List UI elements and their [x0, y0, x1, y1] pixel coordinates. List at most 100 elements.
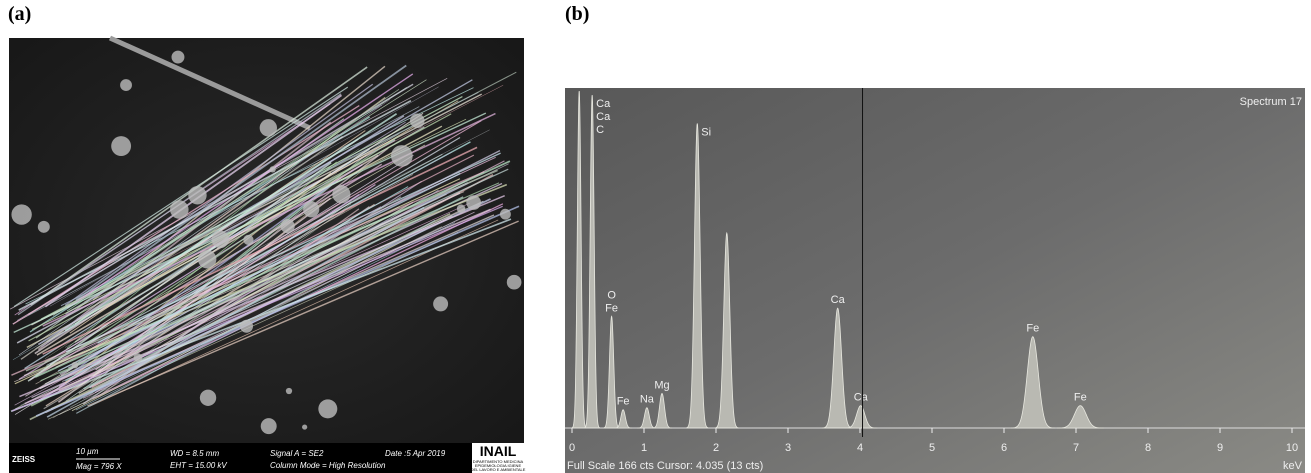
strand	[13, 86, 349, 308]
strand	[57, 172, 461, 372]
peak-label: Ca	[854, 392, 869, 404]
particle	[11, 204, 32, 225]
strand	[75, 64, 407, 301]
strand	[27, 162, 332, 382]
strand	[76, 99, 391, 320]
particle	[332, 185, 351, 204]
strand	[87, 220, 519, 407]
logo: INAIL	[480, 443, 517, 459]
peak-label: Fe	[605, 302, 618, 314]
strand	[60, 200, 484, 393]
peak-label: O	[607, 289, 616, 301]
strand	[47, 231, 459, 420]
particle	[409, 113, 425, 129]
particle	[318, 399, 338, 419]
particle	[466, 195, 481, 210]
particle	[285, 387, 293, 395]
strand	[24, 208, 491, 405]
particle	[120, 79, 132, 91]
particle	[303, 201, 320, 218]
peak-label: Fe	[617, 396, 630, 408]
particle	[506, 274, 522, 290]
x-tick-label: 5	[929, 442, 935, 454]
strand	[27, 83, 414, 316]
particle	[280, 219, 295, 234]
strand	[46, 153, 443, 367]
particle	[37, 220, 50, 233]
particle	[260, 418, 277, 435]
peak	[714, 231, 739, 429]
strand	[18, 133, 339, 356]
peak-label: Ca	[596, 111, 611, 123]
peak-label: Fe	[1074, 392, 1087, 404]
particle	[111, 136, 132, 156]
brand: ZEISS	[12, 455, 36, 464]
strand	[77, 88, 400, 307]
strand	[31, 182, 503, 399]
strand	[84, 85, 504, 302]
strand	[70, 218, 460, 407]
strand	[83, 196, 464, 390]
strand	[50, 214, 495, 410]
peak	[614, 409, 632, 429]
x-tick-label: 4	[857, 442, 863, 454]
date: Date :5 Apr 2019	[385, 449, 446, 458]
particle	[259, 119, 278, 137]
spectrum-background	[565, 88, 1305, 473]
strand	[61, 163, 509, 382]
peak-label: Fe	[1026, 323, 1039, 335]
strand	[30, 66, 368, 306]
x-tick-label: 1	[641, 442, 647, 454]
x-tick-label: 2	[713, 442, 719, 454]
x-tick-label: 7	[1073, 442, 1079, 454]
particle	[211, 230, 230, 249]
info-bar	[9, 443, 524, 473]
peak	[603, 315, 621, 429]
peak-label: Si	[701, 126, 711, 138]
strand	[18, 164, 363, 380]
fiber-bundle	[9, 50, 522, 435]
working-distance: WD = 8.5 mm	[170, 449, 219, 458]
particle	[243, 234, 254, 246]
strand	[26, 202, 470, 403]
strand	[64, 129, 490, 348]
x-tick-label: 3	[785, 442, 791, 454]
strand	[66, 161, 337, 372]
particle	[170, 200, 189, 219]
panel-label: (b)	[565, 3, 589, 25]
x-tick-label: 10	[1286, 442, 1298, 454]
panel-label: (a)	[8, 3, 31, 25]
particle	[499, 208, 511, 220]
peak-label: Mg	[654, 379, 669, 391]
strand	[18, 100, 412, 311]
strand	[40, 182, 500, 382]
strand	[42, 146, 478, 355]
peak-label: C	[596, 124, 604, 136]
particle	[71, 361, 79, 369]
peak	[651, 393, 673, 429]
peak	[821, 307, 854, 429]
strand	[69, 71, 517, 306]
logo-box	[472, 443, 524, 473]
peak-label: Ca	[831, 294, 846, 306]
strand	[78, 201, 414, 394]
peak	[571, 90, 587, 429]
strand	[65, 201, 352, 402]
sem-image	[9, 35, 524, 443]
strand	[74, 112, 424, 343]
strand	[75, 222, 455, 411]
particle	[171, 50, 185, 64]
peak	[844, 405, 878, 429]
department: DIPARTIMENTO MEDICINA	[473, 459, 524, 464]
strand	[64, 113, 398, 332]
particle	[199, 389, 217, 406]
particle	[302, 424, 308, 430]
particle	[433, 296, 449, 312]
magnification: Mag = 796 X	[76, 462, 122, 471]
peak-label: Na	[640, 394, 655, 406]
particle	[391, 145, 413, 167]
strand	[66, 128, 341, 349]
strand	[11, 205, 503, 412]
